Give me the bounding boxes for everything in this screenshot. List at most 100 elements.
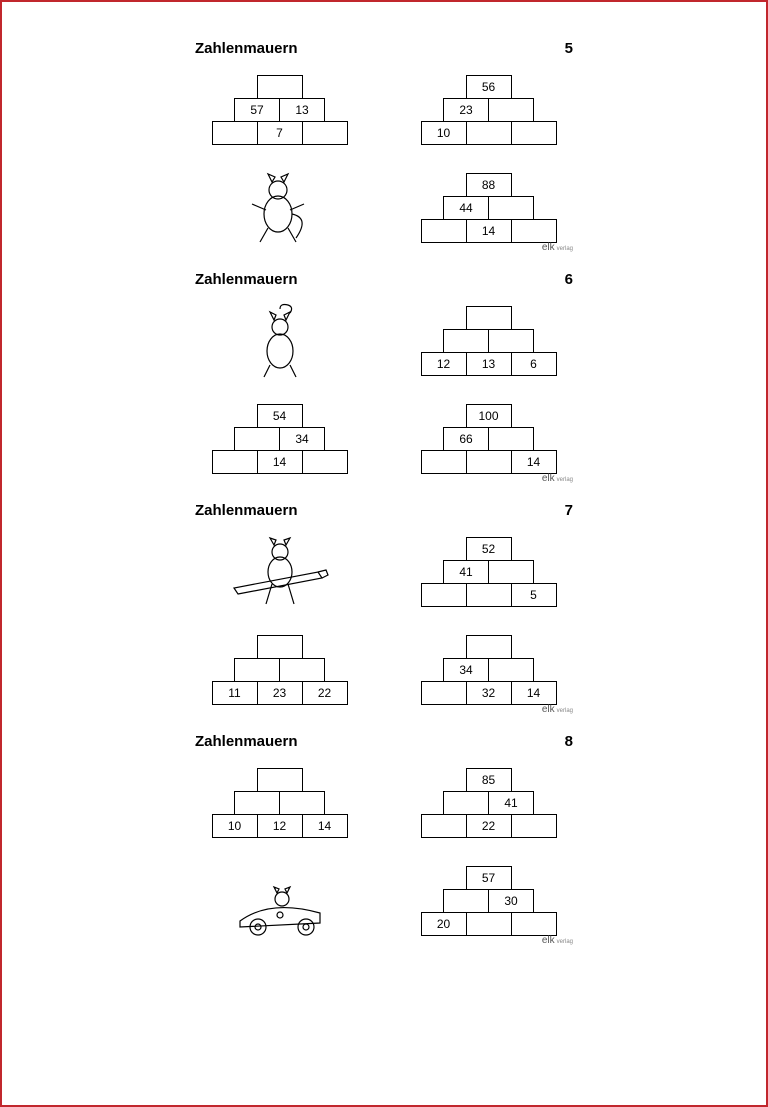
fox-hook-illustration: [230, 303, 330, 379]
pyramid-row: 100: [466, 404, 512, 428]
number-brick: [234, 791, 280, 815]
number-brick: [212, 121, 258, 145]
number-brick: 32: [466, 681, 512, 705]
section-number: 5: [565, 40, 573, 57]
number-brick: [488, 329, 534, 353]
number-brick: 34: [279, 427, 325, 451]
number-brick: 14: [466, 219, 512, 243]
pyramid-row: 14: [421, 451, 557, 474]
number-brick: [466, 121, 512, 145]
number-brick: [421, 681, 467, 705]
worksheet-section: Zahlenmauern 7 52415 112322 343214elkverlag: [189, 502, 579, 713]
section-number: 6: [565, 271, 573, 288]
pyramid-row: [234, 792, 325, 815]
number-brick: 14: [511, 681, 557, 705]
pyramid-row: [257, 768, 303, 792]
publisher-brand: elkverlag: [542, 473, 573, 484]
section-title: Zahlenmauern: [195, 502, 298, 519]
pyramid-row: 23: [443, 99, 534, 122]
number-brick: [234, 427, 280, 451]
section-header: Zahlenmauern 7: [189, 502, 579, 519]
number-brick: [279, 658, 325, 682]
grid-slot: 101214: [195, 760, 365, 846]
publisher-brand: elkverlag: [542, 704, 573, 715]
number-brick: 66: [443, 427, 489, 451]
number-brick: [511, 912, 557, 936]
number-brick: 12: [421, 352, 467, 376]
number-brick: [466, 583, 512, 607]
pyramid-row: [466, 635, 512, 659]
number-brick: 52: [466, 537, 512, 561]
pyramid-row: 41: [443, 792, 534, 815]
grid-slot: [195, 298, 365, 384]
publisher-brand: elkverlag: [542, 242, 573, 253]
number-pyramid: 343214: [421, 635, 557, 705]
number-brick: 12: [257, 814, 303, 838]
number-brick: 7: [257, 121, 303, 145]
grid-slot: 57137: [195, 67, 365, 153]
number-brick: 6: [511, 352, 557, 376]
number-brick: 100: [466, 404, 512, 428]
grid-slot: 854122: [404, 760, 574, 846]
pyramid-row: 66: [443, 428, 534, 451]
pyramid-row: 20: [421, 913, 557, 936]
number-brick: [421, 450, 467, 474]
number-brick: 41: [443, 560, 489, 584]
number-pyramid: 1006614: [421, 404, 557, 474]
number-brick: [257, 635, 303, 659]
section-header: Zahlenmauern8: [189, 733, 579, 750]
pyramid-row: 5: [421, 584, 557, 607]
number-brick: 54: [257, 404, 303, 428]
number-brick: 11: [212, 681, 258, 705]
number-brick: 57: [466, 866, 512, 890]
section-number: 7: [565, 502, 573, 519]
number-brick: 13: [279, 98, 325, 122]
number-brick: 44: [443, 196, 489, 220]
section-header: Zahlenmauern5: [189, 40, 579, 57]
number-brick: 30: [488, 889, 534, 913]
number-brick: [443, 329, 489, 353]
section-body: 101214 854122 573020: [189, 760, 579, 944]
grid-slot: 52415: [404, 529, 574, 615]
number-brick: [466, 912, 512, 936]
number-pyramid: 112322: [212, 635, 348, 705]
grid-slot: 12136: [404, 298, 574, 384]
pyramid-row: 10: [421, 122, 557, 145]
pyramid-row: [466, 306, 512, 330]
pyramid-row: 57: [466, 866, 512, 890]
number-pyramid: 884414: [421, 173, 557, 243]
number-brick: [302, 450, 348, 474]
number-brick: [466, 635, 512, 659]
fox-pencil-illustration: [230, 534, 330, 610]
number-brick: 23: [443, 98, 489, 122]
pyramid-row: 34: [234, 428, 325, 451]
number-brick: 22: [466, 814, 512, 838]
number-brick: 56: [466, 75, 512, 99]
fox-car-illustration: [230, 863, 330, 939]
number-brick: 10: [212, 814, 258, 838]
number-brick: [511, 814, 557, 838]
pyramid-row: 112322: [212, 682, 348, 705]
number-pyramid: 543414: [212, 404, 348, 474]
worksheet-section: Zahlenmauern8 101214 854122 573020elkverlag: [189, 733, 579, 944]
number-brick: [302, 121, 348, 145]
number-brick: [511, 219, 557, 243]
number-pyramid: 573020: [421, 866, 557, 936]
publisher-brand: elkverlag: [542, 935, 573, 946]
grid-slot: 573020: [404, 858, 574, 944]
number-brick: [488, 196, 534, 220]
number-brick: 13: [466, 352, 512, 376]
worksheet-page: Zahlenmauern557137562310884414elkverlagZ…: [0, 0, 768, 1107]
number-brick: 14: [257, 450, 303, 474]
number-brick: 10: [421, 121, 467, 145]
number-brick: [234, 658, 280, 682]
number-brick: 34: [443, 658, 489, 682]
fox-walking-illustration: [230, 170, 330, 246]
pyramid-row: 3214: [421, 682, 557, 705]
number-brick: 85: [466, 768, 512, 792]
section-title: Zahlenmauern: [195, 733, 298, 750]
pyramid-row: 41: [443, 561, 534, 584]
number-brick: [488, 560, 534, 584]
grid-slot: [195, 529, 365, 615]
grid-slot: 562310: [404, 67, 574, 153]
